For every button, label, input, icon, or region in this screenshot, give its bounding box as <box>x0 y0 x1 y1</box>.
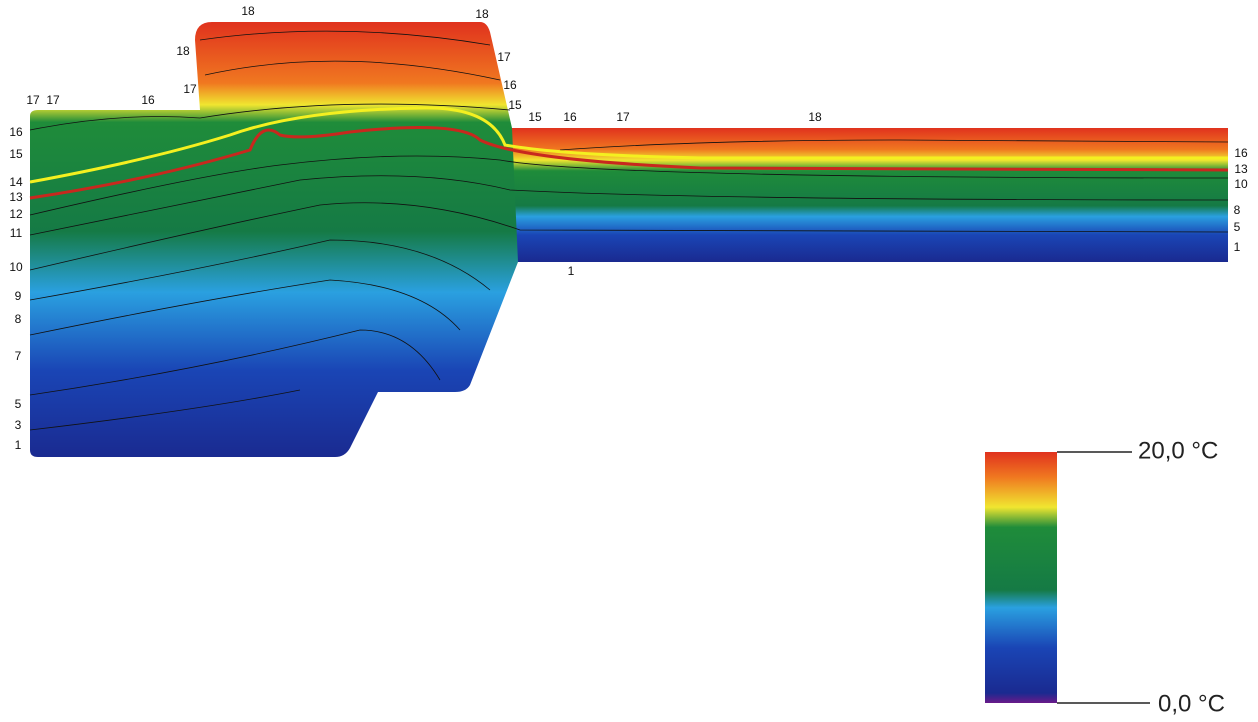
slab <box>505 128 1228 262</box>
isotherm-label: 12 <box>9 207 23 221</box>
isotherm-label: 13 <box>9 190 23 204</box>
isotherm-label: 17 <box>26 93 40 107</box>
scale-min-label: 0,0 °C <box>1158 690 1225 717</box>
isotherm-label: 3 <box>15 418 22 432</box>
isotherm-label: 15 <box>9 147 23 161</box>
isotherm-label: 10 <box>1234 177 1248 191</box>
isotherm-label: 18 <box>176 44 190 58</box>
isotherm-label: 15 <box>508 98 522 112</box>
isotherm-label: 13 <box>1234 162 1248 176</box>
isotherm-label: 8 <box>15 312 22 326</box>
isotherm-label: 18 <box>808 110 822 124</box>
scale-max-label: 20,0 °C <box>1138 437 1218 464</box>
isotherm-label: 17 <box>46 93 60 107</box>
page: 20,0 °C 0,0 °C 1818181716171517171615161… <box>0 0 1258 722</box>
isotherm-label: 16 <box>563 110 577 124</box>
isotherm-label: 18 <box>241 4 255 18</box>
isotherm-label: 16 <box>141 93 155 107</box>
isotherm-label: 5 <box>15 397 22 411</box>
isotherm-label: 15 <box>528 110 542 124</box>
isotherm-label: 1 <box>1234 240 1241 254</box>
isotherm-label: 14 <box>9 175 23 189</box>
isotherm-label: 9 <box>15 289 22 303</box>
isotherm-label: 1 <box>568 264 575 278</box>
isotherm-label: 8 <box>1234 203 1241 217</box>
isotherm-label: 16 <box>503 78 517 92</box>
isotherm-label: 18 <box>475 7 489 21</box>
isotherm-label: 10 <box>9 260 23 274</box>
isotherm-label: 17 <box>616 110 630 124</box>
color-scale-bar <box>985 452 1057 703</box>
isotherm-label: 17 <box>183 82 197 96</box>
frame-section <box>30 22 518 457</box>
isotherm-label: 16 <box>9 125 23 139</box>
isotherm-label: 16 <box>1234 146 1248 160</box>
thermal-diagram: 20,0 °C 0,0 °C 1818181716171517171615161… <box>0 0 1258 722</box>
isotherm-label: 11 <box>10 226 23 240</box>
isotherm-label: 5 <box>1234 220 1241 234</box>
isotherm-label: 1 <box>15 438 22 452</box>
isotherm-label: 7 <box>15 349 22 363</box>
isotherm-label: 17 <box>497 50 511 64</box>
